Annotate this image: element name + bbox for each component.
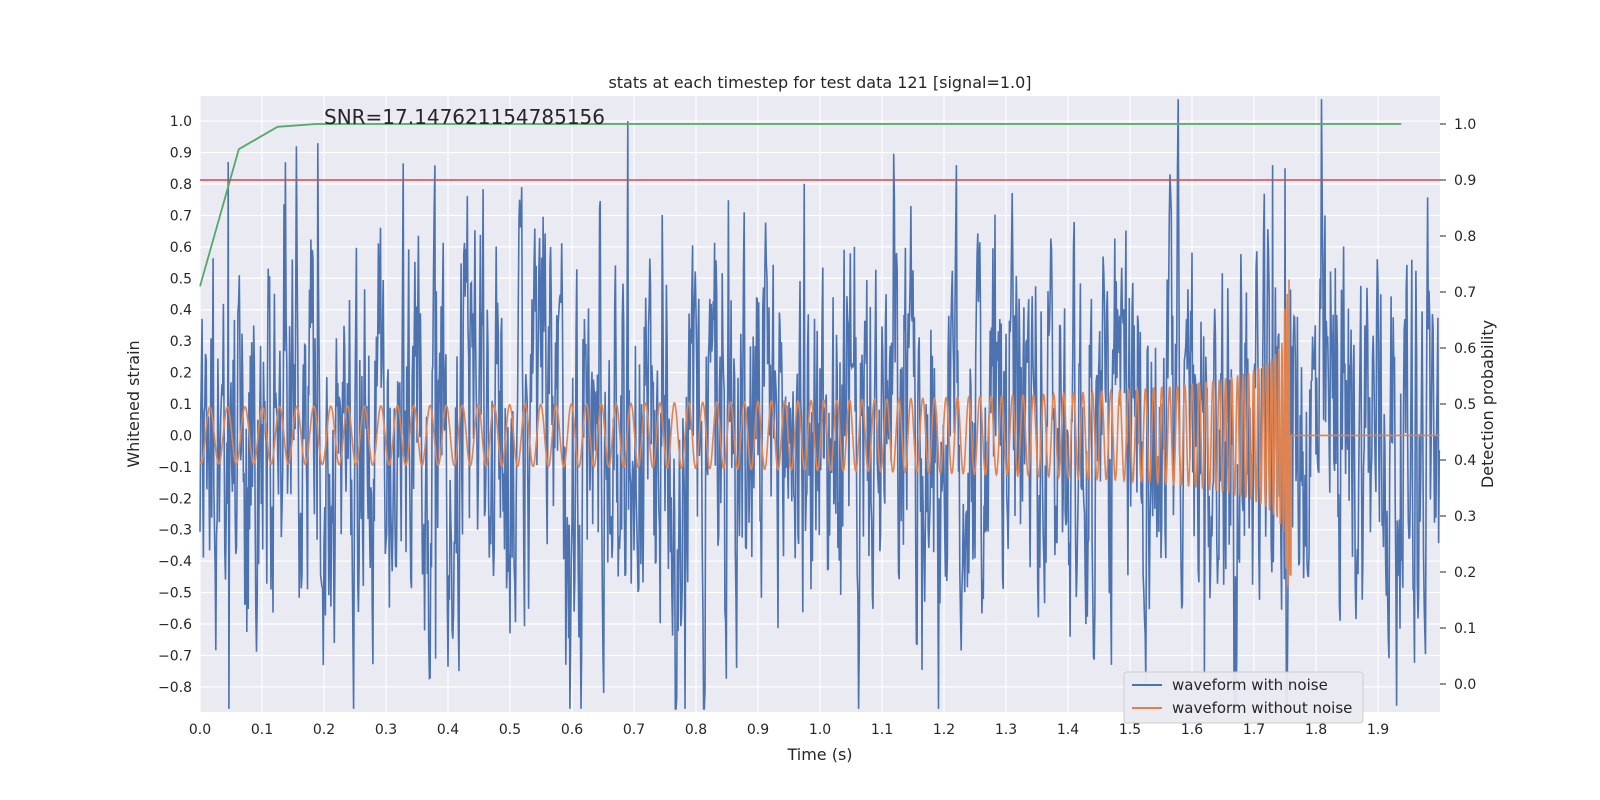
y-tick-label: −0.6	[158, 617, 192, 633]
y-tick-label: 0.8	[170, 177, 192, 193]
y-ticks: 1.0 0.9 0.8 0.7 0.6 0.5 0.4 0.3 0.2 0.1 0.0 −0.1 −0.…	[158, 114, 192, 696]
x-tick-label: 1.4	[1057, 722, 1079, 738]
legend-label-clean: waveform without noise	[1172, 699, 1352, 717]
x-tick-label: 1.5	[1119, 722, 1141, 738]
y2-tick-label: 0.3	[1454, 509, 1476, 525]
x-tick-label: 1.9	[1367, 722, 1389, 738]
x-ticks: 0.0 0.1 0.2 0.3 0.4 0.5 0.6 0.7 0.8 0.9 1.0 1.1 1.2 1…	[189, 722, 1389, 738]
legend-label-noise: waveform with noise	[1172, 676, 1328, 694]
x-tick-label: 0.1	[251, 722, 273, 738]
y2-ticks: 1.0 0.9 0.8 0.7 0.6 0.5 0.4 0.3 0.2 0.1 0.0	[1440, 117, 1476, 693]
x-tick-label: 0.6	[561, 722, 583, 738]
series-layer	[199, 99, 1441, 710]
series-line-clean	[199, 279, 1440, 587]
legend-box	[1123, 671, 1364, 724]
x-tick-label: 0.9	[747, 722, 769, 738]
y-tick-label: 0.5	[170, 271, 192, 287]
y-tick-label: 0.3	[170, 334, 192, 350]
x-tick-label: 0.0	[189, 722, 211, 738]
y2-tick-label: 0.7	[1454, 285, 1476, 301]
x-tick-label: 1.8	[1305, 722, 1327, 738]
x-axis-label: Time (s)	[786, 745, 852, 764]
y2-tick-label: 0.6	[1454, 341, 1476, 357]
y2-tick-label: 0.9	[1454, 173, 1476, 189]
y-tick-label: 0.7	[170, 208, 192, 224]
x-tick-label: 1.1	[871, 722, 893, 738]
y2-axis-label: Detection probability	[1478, 320, 1497, 488]
y-tick-label: 0.1	[170, 397, 192, 413]
chart-title: stats at each timestep for test data 121…	[608, 73, 1031, 92]
snr-annotation: SNR=17.147621154785156	[324, 105, 605, 129]
y2-tick-label: 0.4	[1454, 453, 1476, 469]
y2-tick-label: 0.2	[1454, 565, 1476, 581]
y-tick-label: −0.3	[158, 523, 192, 539]
y-tick-label: 1.0	[170, 114, 192, 130]
y-tick-label: −0.4	[158, 554, 192, 570]
x-tick-label: 0.5	[499, 722, 521, 738]
y-axis-label: Whitened strain	[124, 340, 143, 467]
y-tick-label: −0.8	[158, 680, 192, 696]
y-tick-label: −0.5	[158, 586, 192, 602]
x-tick-label: 1.6	[1181, 722, 1203, 738]
y2-tick-label: 1.0	[1454, 117, 1476, 133]
y-tick-label: 0.2	[170, 366, 192, 382]
x-tick-label: 0.7	[623, 722, 645, 738]
x-tick-label: 0.4	[437, 722, 459, 738]
y-tick-label: 0.4	[170, 303, 192, 319]
y-tick-label: 0.6	[170, 240, 192, 256]
y2-tick-label: 0.0	[1454, 677, 1476, 693]
y-tick-label: 0.9	[170, 146, 192, 162]
legend: waveform with noise waveform without noi…	[1123, 671, 1364, 724]
x-tick-label: 1.7	[1243, 722, 1265, 738]
x-tick-label: 0.8	[685, 722, 707, 738]
x-tick-label: 1.0	[809, 722, 831, 738]
y2-tick-label: 0.8	[1454, 229, 1476, 245]
series-line-probability	[199, 123, 1402, 287]
y2-tick-label: 0.5	[1454, 397, 1476, 413]
x-tick-label: 1.3	[995, 722, 1017, 738]
x-tick-label: 0.2	[313, 722, 335, 738]
y-tick-label: 0.0	[170, 428, 192, 444]
x-tick-label: 0.3	[375, 722, 397, 738]
y2-tick-label: 0.1	[1454, 621, 1476, 637]
y-tick-label: −0.7	[158, 648, 192, 664]
y-tick-label: −0.1	[158, 460, 192, 476]
x-tick-label: 1.2	[933, 722, 955, 738]
y-tick-label: −0.2	[158, 491, 192, 507]
